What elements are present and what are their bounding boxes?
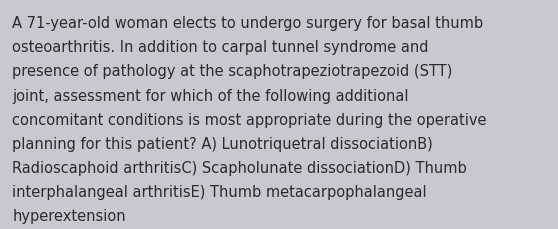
Text: planning for this patient? A) Lunotriquetral dissociationB): planning for this patient? A) Lunotrique…: [12, 136, 433, 151]
Text: osteoarthritis. In addition to carpal tunnel syndrome and: osteoarthritis. In addition to carpal tu…: [12, 40, 429, 55]
Text: A 71-year-old woman elects to undergo surgery for basal thumb: A 71-year-old woman elects to undergo su…: [12, 16, 483, 31]
Text: hyperextension: hyperextension: [12, 208, 126, 223]
Text: joint, assessment for which of the following additional: joint, assessment for which of the follo…: [12, 88, 409, 103]
Text: Radioscaphoid arthritisC) Scapholunate dissociationD) Thumb: Radioscaphoid arthritisC) Scapholunate d…: [12, 160, 467, 175]
Text: concomitant conditions is most appropriate during the operative: concomitant conditions is most appropria…: [12, 112, 487, 127]
Text: interphalangeal arthritisE) Thumb metacarpophalangeal: interphalangeal arthritisE) Thumb metaca…: [12, 184, 427, 199]
Text: presence of pathology at the scaphotrapeziotrapezoid (STT): presence of pathology at the scaphotrape…: [12, 64, 453, 79]
